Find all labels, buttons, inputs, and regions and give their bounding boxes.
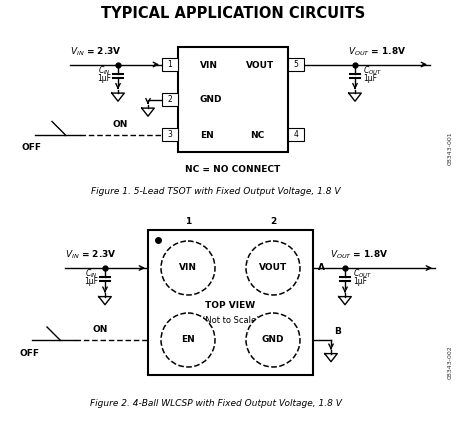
Text: Figure 2. 4-Ball WLCSP with Fixed Output Voltage, 1.8 V: Figure 2. 4-Ball WLCSP with Fixed Output…	[90, 398, 342, 407]
Text: TOP VIEW: TOP VIEW	[206, 301, 255, 309]
Text: ON: ON	[92, 325, 108, 334]
Text: $V_{OUT}$ = 1.8V: $V_{OUT}$ = 1.8V	[330, 249, 388, 261]
Text: GND: GND	[200, 95, 222, 105]
Text: VOUT: VOUT	[259, 264, 287, 273]
Text: GND: GND	[262, 336, 284, 344]
Text: (Not to Scale): (Not to Scale)	[202, 315, 259, 324]
Text: 1μF: 1μF	[84, 277, 98, 286]
Text: 2: 2	[270, 217, 276, 226]
Text: NC = NO CONNECT: NC = NO CONNECT	[185, 165, 281, 175]
Bar	[162, 93, 178, 106]
Text: TYPICAL APPLICATION CIRCUITS: TYPICAL APPLICATION CIRCUITS	[101, 6, 365, 22]
Text: 1μF: 1μF	[97, 74, 111, 83]
Text: $C_{OUT}$: $C_{OUT}$	[363, 64, 382, 77]
Text: 2: 2	[168, 95, 172, 104]
Circle shape	[161, 241, 215, 295]
Text: 1: 1	[168, 60, 172, 69]
Text: 3: 3	[168, 130, 172, 139]
Text: OFF: OFF	[22, 143, 42, 152]
Text: 1μF: 1μF	[353, 277, 367, 286]
Text: $C_{IN}$: $C_{IN}$	[85, 268, 98, 280]
Text: 4: 4	[294, 130, 298, 139]
Text: 1: 1	[185, 217, 191, 226]
Circle shape	[246, 241, 300, 295]
Bar	[162, 128, 178, 141]
Text: $C_{OUT}$: $C_{OUT}$	[353, 268, 372, 280]
Text: $V_{IN}$ = 2.3V: $V_{IN}$ = 2.3V	[65, 249, 116, 261]
Bar	[148, 230, 313, 375]
Text: VOUT: VOUT	[246, 60, 274, 70]
Text: $V_{IN}$ = 2.3V: $V_{IN}$ = 2.3V	[70, 45, 122, 58]
Text: $C_{IN}$: $C_{IN}$	[98, 64, 111, 77]
Text: $V_{OUT}$ = 1.8V: $V_{OUT}$ = 1.8V	[348, 45, 406, 58]
Text: 5: 5	[294, 60, 298, 69]
Circle shape	[161, 313, 215, 367]
Bar	[178, 47, 288, 152]
Text: OFF: OFF	[19, 349, 39, 358]
Bar	[288, 128, 304, 141]
Text: VIN: VIN	[179, 264, 197, 273]
Text: 1μF: 1μF	[363, 74, 377, 83]
Text: ON: ON	[112, 120, 128, 129]
Text: NC: NC	[250, 130, 264, 140]
Text: A: A	[318, 264, 325, 273]
Text: Figure 1. 5-Lead TSOT with Fixed Output Voltage, 1.8 V: Figure 1. 5-Lead TSOT with Fixed Output …	[91, 187, 341, 196]
Text: VIN: VIN	[200, 60, 218, 70]
Bar	[162, 58, 178, 71]
Text: B: B	[334, 327, 341, 337]
Text: 08343-001: 08343-001	[447, 131, 452, 165]
Bar	[288, 58, 304, 71]
Text: 08343-002: 08343-002	[447, 345, 452, 379]
Text: EN: EN	[200, 130, 214, 140]
Circle shape	[246, 313, 300, 367]
Text: EN: EN	[181, 336, 195, 344]
